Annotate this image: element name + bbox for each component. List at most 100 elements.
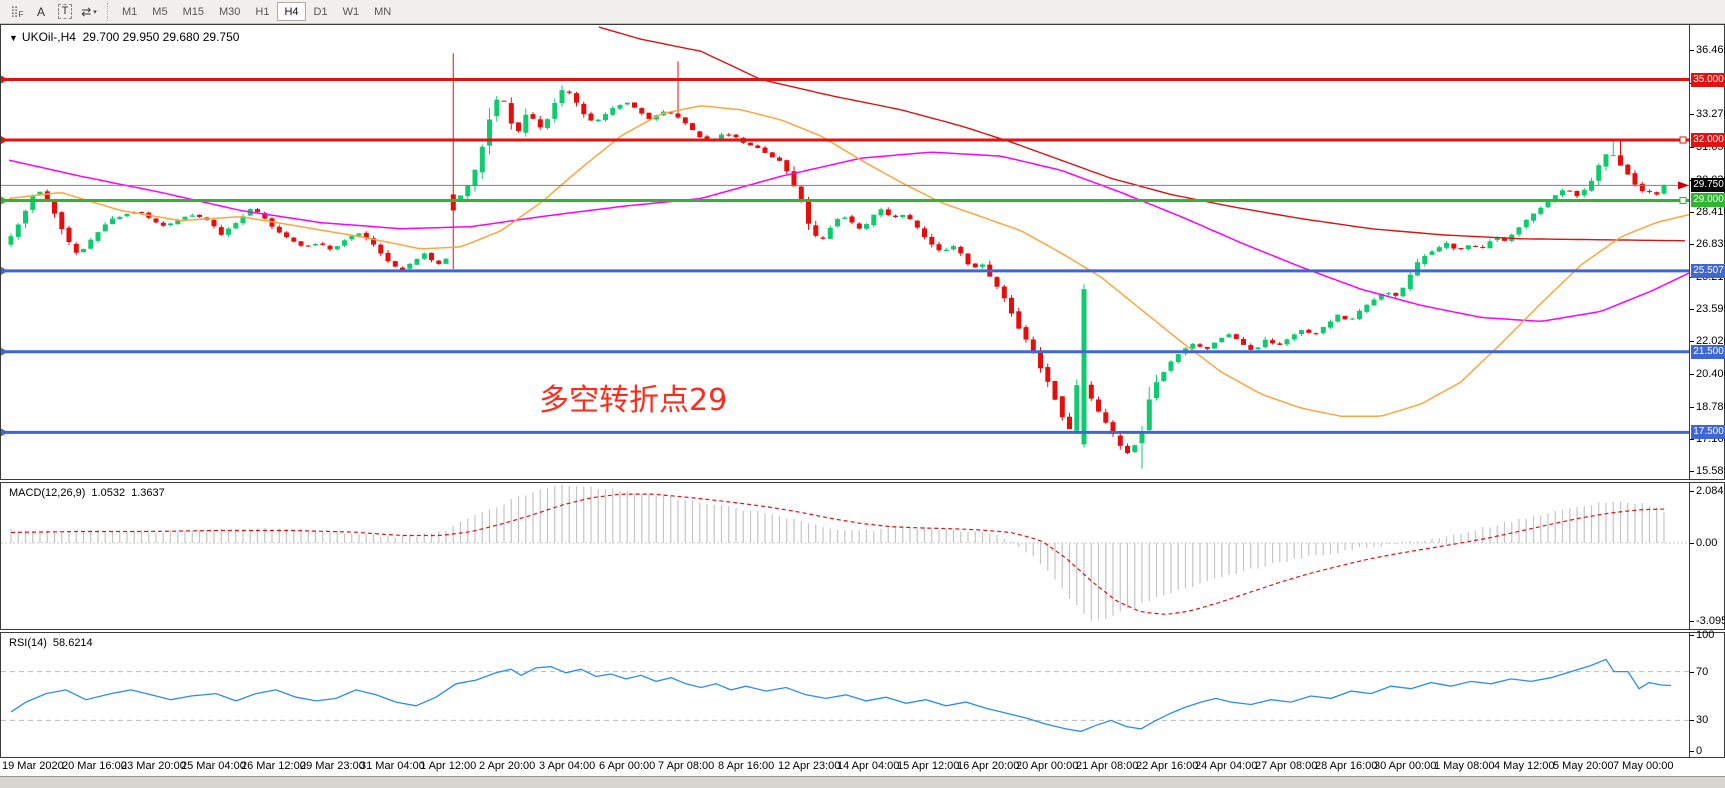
time-axis-label: 24 Apr 04:00 [1195, 760, 1258, 772]
candle [1226, 332, 1232, 338]
main-axis-divider [1689, 25, 1690, 479]
candle [59, 211, 65, 235]
candle [885, 207, 891, 217]
candle [581, 101, 587, 118]
candle [66, 225, 72, 245]
symbol-dropdown-icon[interactable]: ▼ [9, 33, 18, 43]
price-level-badge-32.000: 32.000 [1691, 133, 1725, 147]
candle [1436, 245, 1442, 252]
text-box-icon[interactable]: T [54, 2, 76, 22]
candle [110, 216, 115, 225]
text-box-glyph: T [57, 4, 73, 19]
candle [1451, 243, 1457, 251]
candle [81, 248, 86, 253]
timeframe-button-mn[interactable]: MN [374, 5, 392, 18]
candle [1270, 338, 1275, 345]
candle [856, 222, 862, 230]
ma-red [598, 26, 1686, 242]
timeframe-button-m15[interactable]: M15 [182, 5, 204, 18]
candle [30, 194, 36, 214]
candle [197, 214, 202, 218]
hline-handle[interactable] [1679, 196, 1687, 204]
candle [1610, 139, 1616, 157]
arrow-tools-icon[interactable]: ⇄ ▾ [78, 2, 100, 22]
time-axis-label: 15 Apr 12:00 [897, 760, 960, 772]
candle [1016, 307, 1022, 329]
candle [168, 222, 173, 227]
candle [762, 146, 768, 153]
timeframe-button-d1[interactable]: D1 [313, 5, 328, 18]
symbol-label: ▼ UKOil-,H4 29.700 29.950 29.680 29.750 [9, 30, 239, 44]
hline-left-marker [1, 428, 8, 437]
candle [545, 118, 550, 130]
candle [1146, 387, 1152, 434]
time-axis-label: 1 Apr 12:00 [420, 760, 477, 772]
price-tick-mark [1690, 406, 1694, 408]
candle [980, 263, 985, 269]
candle [1647, 189, 1652, 194]
symbol-ohlc: 29.700 29.950 29.680 29.750 [82, 30, 240, 44]
timeframe-button-m1[interactable]: M1 [122, 5, 138, 18]
candle [1067, 412, 1072, 430]
dropdown-caret-icon[interactable]: ▾ [93, 8, 97, 16]
time-axis[interactable]: 19 Mar 2020 20 Mar 16:00 23 Mar 20:00 25 Ma… [0, 758, 1725, 776]
macd-panel: MACD(12,26,9) 1.0532 1.3637 2.084 0.00 -3.09… [0, 482, 1725, 630]
candle [1444, 241, 1449, 250]
time-axis-label: 7 Apr 08:00 [658, 760, 715, 772]
grid-f-icon[interactable]: ⣿ F [6, 2, 28, 22]
candle [436, 259, 442, 265]
macd-value-main: 1.0532 [91, 487, 126, 499]
candle [769, 151, 775, 158]
candle [516, 122, 521, 133]
timeframe-button-h1[interactable]: H1 [255, 5, 270, 18]
candle [1052, 380, 1058, 401]
insert-text-icon[interactable]: A [30, 2, 52, 22]
time-axis-label: 8 Apr 16:00 [718, 760, 775, 772]
current-price-badge: 29.750 [1691, 178, 1725, 193]
candle [1299, 329, 1304, 336]
candle [1523, 218, 1529, 230]
candle [15, 223, 21, 240]
candle [124, 213, 130, 218]
candle [1654, 191, 1660, 196]
rsi-tick-label: 0 [1696, 745, 1703, 757]
candle [305, 245, 311, 247]
candle [523, 108, 529, 137]
chart-annotation-text[interactable]: 多空转折点29 [539, 383, 728, 418]
timeframe-button-m5[interactable]: M5 [152, 5, 168, 18]
candle [1618, 139, 1623, 166]
candle [610, 106, 616, 117]
rsi-line [10, 658, 1672, 733]
candle [726, 133, 732, 137]
candle [987, 260, 993, 277]
price-tick-label: 28.410 [1696, 206, 1725, 219]
candle [791, 166, 797, 187]
time-axis-label: 1 May 08:00 [1434, 760, 1495, 772]
candle [276, 224, 282, 234]
candle [1103, 408, 1109, 425]
hline-handle[interactable] [1679, 136, 1687, 144]
time-axis-label: 20 Mar 16:00 [62, 760, 127, 772]
candle [501, 100, 507, 102]
candle [262, 211, 268, 220]
price-level-badge-25.507: 25.507 [1691, 263, 1725, 278]
time-axis-label: 6 Apr 00:00 [599, 760, 656, 772]
ma-orange [8, 105, 1689, 417]
candle [1632, 170, 1638, 187]
timeframe-button-h4[interactable]: H4 [277, 2, 306, 21]
rsi-tick-label: 70 [1696, 665, 1709, 678]
candle [443, 258, 449, 265]
candle [407, 263, 413, 271]
candle [189, 213, 195, 218]
candle [1538, 206, 1544, 216]
timeframe-button-m30[interactable]: M30 [218, 5, 241, 18]
candle [1262, 336, 1268, 349]
candle [1581, 187, 1587, 198]
candle [1393, 292, 1399, 298]
price-level-badge-35.000: 35.000 [1691, 72, 1725, 87]
candle [1081, 284, 1087, 448]
timeframe-button-w1[interactable]: W1 [342, 5, 360, 18]
price-tick-mark [1690, 114, 1694, 116]
candle [1001, 284, 1007, 302]
price-tick-mark [1690, 147, 1694, 149]
